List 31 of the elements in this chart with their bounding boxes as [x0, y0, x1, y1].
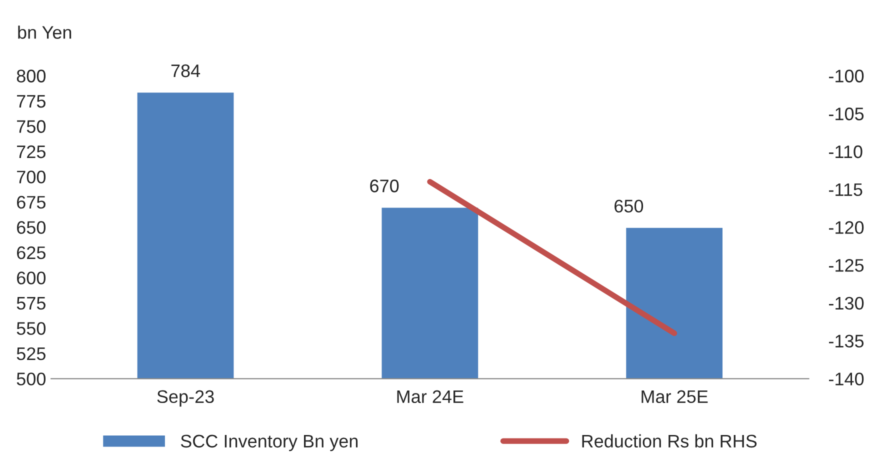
x-tick-label: Mar 24E — [397, 390, 464, 404]
y-axis-title: bn Yen — [18, 26, 72, 39]
y2-tick-label: -100 — [829, 70, 864, 82]
legend-label: Reduction Rs bn RHS — [582, 434, 757, 448]
y2-tick-label: -135 — [829, 334, 864, 348]
y-tick-label: 600 — [17, 272, 46, 284]
data-label: 784 — [171, 64, 200, 78]
y2-tick-label: -110 — [829, 145, 862, 158]
y2-tick-label: -125 — [829, 259, 864, 272]
y-tick-label: 500 — [16, 372, 46, 386]
y-tick-label: 525 — [16, 347, 46, 360]
legend-label: SCC Inventory Bn yen — [180, 434, 358, 452]
y-tick-label: 675 — [17, 196, 46, 209]
y-tick-label: 800 — [16, 70, 46, 82]
y-tick-label: 775 — [17, 95, 46, 108]
y-tick-label: 700 — [17, 170, 46, 184]
y-tick-label: 575 — [16, 297, 46, 310]
y2-tick-label: -115 — [829, 183, 862, 196]
y2-tick-label: -140 — [829, 372, 864, 386]
x-tick-label: Mar 25E — [642, 390, 708, 404]
y2-tick-label: -130 — [829, 296, 864, 310]
data-label: 670 — [370, 180, 399, 192]
y-tick-label: 550 — [16, 322, 46, 335]
y-tick-label: 750 — [17, 120, 46, 133]
data-label: 650 — [614, 200, 644, 213]
y2-tick-label: -105 — [829, 108, 864, 120]
x-tick-label: Sep-23 — [157, 390, 214, 407]
y-tick-label: 650 — [17, 221, 46, 234]
y-tick-label: 625 — [17, 246, 46, 260]
y2-tick-label: -120 — [829, 221, 864, 234]
y-tick-label: 725 — [17, 145, 46, 158]
